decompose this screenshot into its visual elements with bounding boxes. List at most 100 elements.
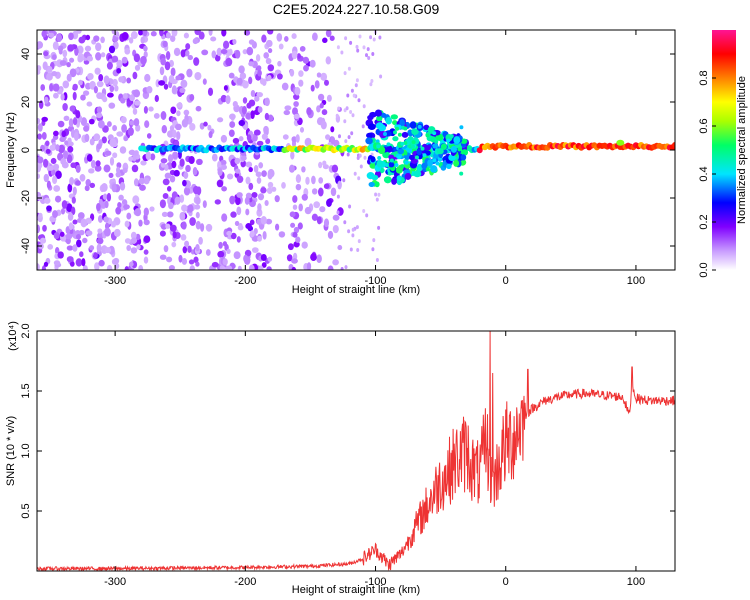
- spectrogram-cell: [124, 238, 131, 244]
- spectrogram-cell: [236, 236, 241, 243]
- spectrogram-cell: [195, 196, 201, 205]
- spectrogram-cell: [143, 235, 151, 244]
- spectrogram-cell: [261, 133, 268, 140]
- spectrogram-cell: [298, 203, 303, 212]
- spectrogram-cell: [108, 172, 114, 179]
- spectrogram-cell: [71, 206, 76, 216]
- spectrogram-cell: [104, 227, 111, 237]
- spectrogram-cell: [66, 61, 71, 68]
- spectrogram-cell: [171, 30, 178, 37]
- spectrogram-cell: [261, 262, 267, 268]
- spectrogram-cell: [80, 218, 88, 228]
- spectrogram-cell: [435, 161, 440, 166]
- spectrogram-cell: [383, 132, 387, 136]
- spectrogram-cell: [220, 94, 227, 103]
- spectrogram-cell: [218, 241, 223, 249]
- spectrogram-cell: [128, 261, 134, 267]
- spectrogram-cell: [249, 219, 255, 226]
- spectrogram-cell: [101, 136, 107, 144]
- spectrogram-cell: [264, 112, 270, 121]
- spectrogram-cell: [246, 134, 252, 142]
- spectrogram-cell: [375, 258, 379, 262]
- spectrogram-cell: [374, 109, 382, 117]
- spectrogram-cell: [376, 160, 383, 168]
- spectrogram-cell: [183, 109, 190, 116]
- spectrogram-cell: [64, 140, 69, 146]
- snr-multiplier: (x10⁴): [7, 321, 19, 351]
- spectrogram-cell: [324, 79, 329, 86]
- spectrogram-cell: [229, 113, 236, 120]
- spectrogram-cell: [340, 267, 344, 270]
- spectrogram-cell: [67, 212, 74, 221]
- spectrogram-cell: [60, 157, 67, 166]
- spectrogram-cell: [80, 94, 86, 101]
- colorbar-tick-label: 0.0: [698, 262, 710, 277]
- spectrogram-cell: [256, 65, 262, 71]
- spectrogram-cell: [245, 112, 251, 120]
- spectrogram-cell: [41, 132, 47, 140]
- spectrogram-cell: [126, 77, 132, 84]
- spectrogram-cell: [461, 149, 469, 156]
- spectrogram-cell: [347, 66, 351, 71]
- spectrogram-cell: [113, 228, 121, 237]
- spectrogram-cell: [359, 164, 363, 169]
- spectrogram-cell: [89, 245, 95, 251]
- spectrogram-cell: [37, 123, 43, 132]
- spectrogram-cell: [265, 57, 272, 65]
- spectrogram-cell: [267, 171, 273, 180]
- spectrogram-cell: [53, 185, 61, 192]
- spectrogram-cell: [459, 171, 464, 176]
- colorbar-tick-label: 0.6: [698, 118, 710, 133]
- spectrogram-cell: [248, 76, 253, 85]
- spectrogram-cell: [163, 83, 169, 90]
- spectrogram-cell: [311, 188, 318, 195]
- spectrogram-cell: [161, 124, 168, 134]
- spectrogram-cell: [242, 49, 248, 55]
- spectrogram-cell: [325, 56, 332, 65]
- spectrogram-cell: [69, 177, 75, 186]
- snr-series-line: [37, 331, 675, 571]
- spectrogram-cell: [416, 163, 423, 172]
- spectrogram-cell: [411, 140, 416, 145]
- spectrogram-cell: [290, 222, 296, 228]
- spectrogram-cell: [318, 161, 323, 169]
- spectrogram-cell: [189, 265, 196, 270]
- spectrogram-cell: [403, 126, 408, 131]
- spectrogram-cell: [67, 183, 73, 193]
- spectrogram-cell: [232, 38, 237, 45]
- spectrogram-cell: [344, 139, 348, 144]
- spectrogram-cell: [194, 71, 202, 81]
- spectrogram-cell: [93, 252, 98, 259]
- spectrogram-cell: [257, 193, 265, 201]
- spectrogram-cell: [89, 182, 96, 188]
- spectrogram-cell: [312, 32, 318, 42]
- spectrogram-cell: [292, 195, 298, 203]
- spectrogram-cell: [296, 53, 301, 59]
- spectrogram-cell: [95, 160, 101, 167]
- spectrogram-cell: [403, 151, 408, 156]
- spectrogram-cell: [240, 155, 247, 161]
- spectrogram-cell: [133, 118, 140, 127]
- spectrogram-cell: [256, 176, 262, 184]
- spectrogram-cell: [356, 248, 360, 252]
- spectrogram-cell: [143, 249, 149, 255]
- spectrogram-cell: [237, 224, 244, 231]
- spectrogram-cell: [267, 181, 274, 189]
- spectrogram-cell: [367, 123, 376, 130]
- spectrogram-cell: [310, 84, 315, 92]
- spectrogram-cell: [335, 113, 339, 118]
- spectrogram-cell: [238, 119, 246, 127]
- spectrogram-cell: [171, 85, 177, 95]
- spectrogram-cell: [365, 137, 373, 145]
- spectrogram-cell: [128, 156, 134, 162]
- spectrogram-cell: [109, 85, 115, 93]
- spectrogram-cell: [175, 75, 182, 81]
- spectrogram-cell: [346, 152, 350, 157]
- spectrogram-cell: [394, 163, 399, 167]
- spectrogram-cell: [228, 72, 235, 79]
- spectrogram-cell: [245, 223, 252, 230]
- spectrogram-cell: [233, 251, 241, 260]
- spectrogram-cell: [250, 90, 256, 97]
- spectrogram-cell: [102, 193, 108, 200]
